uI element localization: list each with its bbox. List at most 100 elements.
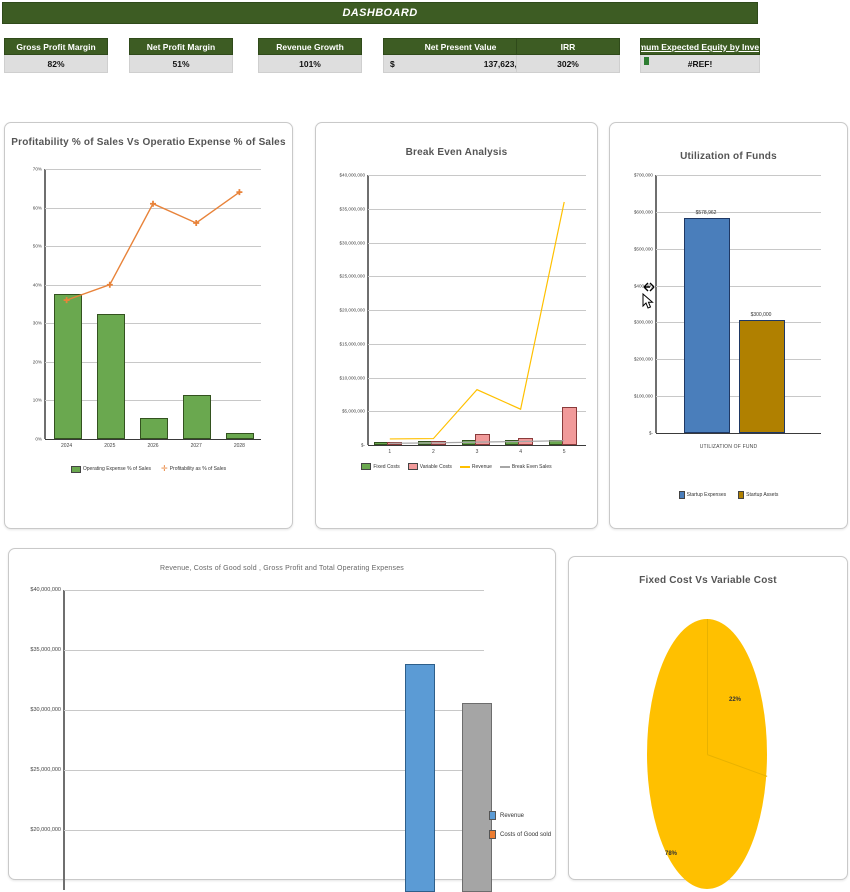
y-tick-label: $300,000	[633, 319, 653, 325]
y-tick-label: $30,000,000	[339, 240, 365, 245]
y-tick-label: $30,000,000	[30, 707, 61, 713]
gridline	[656, 175, 821, 176]
bar-operating-expense[interactable]	[140, 417, 168, 439]
bar-revenue[interactable]	[405, 664, 435, 892]
legend-item-break-even-sales: Break Even Sales	[499, 464, 552, 470]
bar-operating-expense[interactable]	[53, 294, 82, 439]
x-axis	[45, 438, 261, 440]
bar-startup-expenses[interactable]	[684, 217, 730, 433]
legend-line-icon	[499, 465, 510, 468]
gridline	[368, 242, 586, 244]
y-tick-label: 20%	[32, 359, 42, 365]
legend-swatch-icon	[738, 491, 745, 499]
bar-data-label: $300,000	[750, 312, 772, 319]
lines-revenue-breakeven[interactable]	[368, 175, 586, 445]
kpi-row: Gross Profit Margin 82% Net Profit Margi…	[0, 38, 850, 78]
legend-label: Startup Assets	[746, 492, 779, 498]
pie-divider-top	[707, 619, 708, 754]
chart-legend: Startup Expenses Startup Assets	[610, 491, 847, 499]
chart-panel-fixed-vs-variable-cost[interactable]: Fixed Cost Vs Variable Cost 22% 78%	[568, 556, 848, 889]
kpi-card-gross-profit-margin[interactable]: Gross Profit Margin 82%	[4, 38, 108, 73]
kpi-card-revenue-growth[interactable]: Revenue Growth 101%	[258, 38, 362, 73]
x-axis	[656, 432, 821, 434]
kpi-label-text: imum Expected Equity by Inves	[640, 41, 760, 52]
kpi-currency-symbol: $	[390, 58, 395, 69]
kpi-value: $ 137,623,726	[383, 55, 538, 73]
gridline	[64, 590, 484, 591]
gridline	[64, 770, 484, 771]
bar-operating-expense[interactable]	[96, 313, 125, 439]
plot-area: $40,000,000 $35,000,000 $30,000,000 $25,000…	[30, 587, 492, 892]
dashboard-title-bar: DASHBOARD	[2, 2, 758, 24]
legend-item-revenue: Revenue	[489, 811, 551, 820]
legend-swatch-icon	[489, 811, 496, 820]
legend-label: Operating Expense % of Sales	[82, 466, 151, 472]
legend-label: Revenue	[471, 463, 492, 470]
legend-swatch-icon	[678, 491, 685, 499]
legend-item-opex: Operating Expense % of Sales	[70, 465, 151, 473]
x-tick-label: 5	[562, 449, 566, 455]
y-tick-label: $35,000,000	[339, 206, 365, 212]
legend-label: Costs of Good sold	[500, 831, 552, 838]
legend-item-costs-of-good-sold: Costs of Good sold	[489, 830, 551, 839]
kpi-card-irr[interactable]: IRR 302%	[516, 38, 620, 73]
line-profitability[interactable]	[45, 169, 261, 439]
x-axis	[368, 444, 586, 446]
gridline	[64, 710, 484, 711]
y-tick-label: $35,000,000	[30, 647, 61, 653]
kpi-label: Net Present Value	[383, 38, 538, 55]
y-tick-label: 0%	[35, 436, 42, 442]
chart-panel-profitability-vs-opex[interactable]: Profitability % of Sales Vs Operatio Exp…	[4, 122, 293, 529]
gridline	[64, 650, 484, 651]
y-tick-label: $500,000	[633, 246, 653, 252]
legend-item-startup-assets: Startup Assets	[738, 491, 778, 499]
chart-title: Profitability % of Sales Vs Operatio Exp…	[11, 137, 286, 148]
gridline	[656, 285, 821, 287]
gridline	[368, 377, 586, 379]
x-axis-label: UTILIZATION OF FUND	[699, 444, 758, 450]
gridline	[45, 246, 261, 248]
kpi-label: Gross Profit Margin	[4, 38, 108, 55]
bar-variable-cost[interactable]	[561, 406, 577, 445]
chart-panel-revenue-cogs-gp-opex[interactable]: Revenue, Costs of Good sold , Gross Prof…	[8, 548, 556, 892]
legend-label: Variable Costs	[419, 463, 452, 470]
kpi-card-net-present-value[interactable]: Net Present Value $ 137,623,726	[383, 38, 538, 73]
page-title: DASHBOARD	[342, 7, 418, 19]
error-flag-icon	[644, 57, 649, 65]
bar-startup-assets[interactable]	[739, 320, 785, 433]
chart-panel-break-even-analysis[interactable]: Break Even Analysis $40,000,000 $35,000,0…	[315, 122, 598, 529]
legend-item-startup-expenses: Startup Expenses	[678, 491, 726, 499]
chart-title: Revenue, Costs of Good sold , Gross Prof…	[159, 565, 405, 572]
bar-data-label: $578,962	[695, 209, 717, 216]
y-tick-label: $400,000	[633, 283, 653, 289]
chart-title: Break Even Analysis	[405, 147, 508, 158]
kpi-card-net-profit-margin[interactable]: Net Profit Margin 51%	[129, 38, 233, 73]
bar-operating-expense[interactable]	[183, 394, 212, 439]
gridline	[45, 207, 261, 209]
plot-area: $40,000,000 $35,000,000 $30,000,000 $25,000…	[339, 173, 586, 455]
y-axis	[655, 175, 657, 433]
pie-label-variable: 78%	[665, 851, 678, 857]
bar-gross-profit[interactable]	[462, 702, 492, 892]
legend-swatch-icon	[489, 830, 496, 839]
pie-area: 22% 78%	[647, 619, 768, 889]
kpi-value-text: #REF!	[687, 58, 713, 69]
bar-operating-expense[interactable]	[226, 433, 255, 439]
kpi-value: 302%	[516, 55, 620, 73]
kpi-label: IRR	[516, 38, 620, 55]
y-tick-label: $700,000	[633, 172, 653, 178]
gridline	[45, 400, 261, 402]
y-axis	[63, 590, 65, 890]
kpi-card-equity-by-investors[interactable]: imum Expected Equity by Inves #REF!	[640, 38, 760, 73]
y-tick-label: $-	[648, 430, 653, 436]
kpi-label-text: Revenue Growth	[276, 41, 344, 52]
legend-swatch-icon	[361, 463, 372, 470]
chart-panel-utilization-of-funds[interactable]: Utilization of Funds $700,000 $600,000 $50…	[609, 122, 848, 529]
gridline	[656, 359, 821, 361]
y-tick-label: $20,000,000	[30, 827, 61, 833]
x-tick-label: 2025	[104, 443, 116, 449]
bar-variable-cost[interactable]	[474, 433, 490, 445]
legend-swatch-icon	[70, 465, 81, 473]
gridline	[368, 411, 586, 413]
legend-marker-icon: ✛	[160, 464, 168, 473]
